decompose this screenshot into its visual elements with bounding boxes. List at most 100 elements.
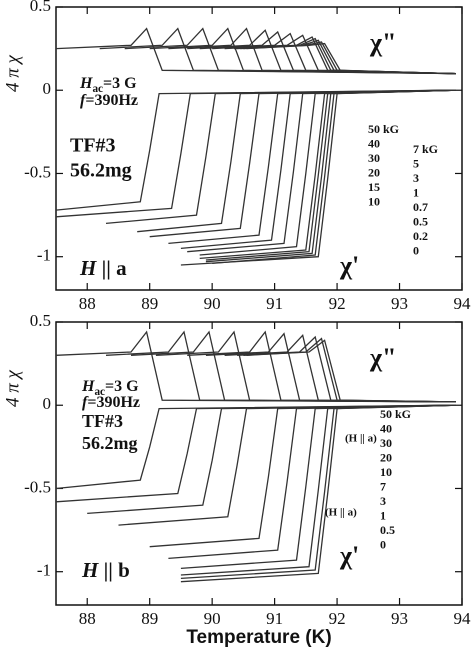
x-tick-label: 93 — [391, 294, 408, 313]
field-label: 50 kG — [380, 407, 411, 421]
annotation-part: =3 G — [103, 75, 137, 92]
susceptibility-curve — [105, 89, 456, 225]
field-label: 0.5 — [413, 214, 428, 228]
annotation-part: ac — [92, 83, 103, 95]
susceptibility-curve — [180, 89, 456, 266]
susceptibility-curve — [243, 337, 456, 403]
annotation: f=390Hz — [82, 394, 140, 411]
field-label: 15 — [368, 180, 380, 194]
annotation: f=390Hz — [80, 92, 138, 109]
field-label: 1 — [413, 185, 419, 199]
annotation-part: =390Hz — [87, 394, 140, 411]
field-label: 1 — [380, 508, 386, 522]
x-tick-label: 88 — [79, 294, 96, 313]
x-tick-label: 90 — [204, 609, 221, 628]
susceptibility-curve — [237, 335, 456, 403]
susceptibility-curve — [87, 404, 456, 515]
x-tick-label: 94 — [454, 294, 472, 313]
y-tick-label: -1 — [37, 246, 51, 265]
annotation-part: H — [81, 378, 95, 395]
note: (H || a) — [325, 507, 357, 519]
field-label: 0 — [413, 243, 419, 257]
x-tick-label: 93 — [391, 609, 408, 628]
field-label: 20 — [368, 165, 380, 179]
x-tick-label: 94 — [454, 609, 472, 628]
susceptibility-curve — [224, 34, 456, 75]
susceptibility-curve — [233, 36, 456, 75]
susceptibility-curve — [180, 404, 456, 576]
field-label: 0 — [380, 537, 386, 551]
field-label: 40 — [368, 136, 380, 150]
field-label: 0.5 — [380, 523, 395, 537]
annotation-part: f — [80, 92, 87, 109]
susceptibility-curve — [55, 89, 456, 218]
field-label: 0.7 — [413, 200, 428, 214]
y-tick-label: 0 — [43, 79, 52, 98]
y-axis-label: 4 π χ — [2, 55, 23, 93]
field-label: 40 — [380, 421, 392, 435]
y-axis-label: 4 π χ — [2, 370, 23, 408]
susceptibility-curve — [224, 333, 456, 403]
x-tick-label: 90 — [204, 294, 221, 313]
plot-frame — [55, 321, 463, 606]
field-label: 10 — [380, 465, 392, 479]
susceptibility-curve — [246, 339, 456, 403]
field-label: 30 — [368, 151, 380, 165]
susceptibility-curve — [212, 32, 456, 75]
annotation: TF#3 — [70, 135, 116, 157]
susceptibility-curve — [130, 330, 456, 403]
annotation: H || b — [81, 558, 130, 582]
field-label: 0.2 — [413, 229, 428, 243]
annotation: TF#3 — [82, 411, 123, 431]
susceptibility-curve — [180, 404, 456, 583]
y-tick-label: -1 — [37, 561, 51, 580]
annotation-part: =390Hz — [85, 92, 138, 109]
annotation: 56.2mg — [70, 160, 132, 182]
note: (H || a) — [345, 433, 377, 445]
y-tick-label: 0.5 — [30, 311, 51, 330]
field-label: 50 kG — [368, 122, 399, 136]
annotation: 56.2mg — [82, 433, 138, 453]
field-label: 5 — [413, 156, 419, 170]
annotation-part: =3 G — [105, 378, 139, 395]
susceptibility-curve — [246, 42, 456, 75]
x-tick-label: 91 — [266, 609, 283, 628]
annotation-part: H — [79, 256, 97, 280]
susceptibility-curve — [99, 27, 456, 75]
x-tick-label: 92 — [329, 609, 346, 628]
x-tick-label: 91 — [266, 294, 283, 313]
field-label: 10 — [368, 194, 380, 208]
annotation-part: || a — [96, 256, 127, 280]
y-tick-label: 0 — [43, 394, 52, 413]
susceptibility-curve — [205, 332, 456, 403]
plot-frame — [55, 6, 463, 291]
annotation-part: f — [82, 394, 89, 411]
annotation-part: H — [81, 558, 99, 582]
annotation-part: H — [79, 75, 93, 92]
annotation: χ' — [339, 251, 359, 280]
x-tick-label: 89 — [141, 609, 158, 628]
susceptibility-curve — [149, 404, 456, 548]
annotation: χ" — [369, 343, 396, 372]
annotation: χ" — [369, 28, 396, 57]
field-label: 20 — [380, 450, 392, 464]
x-tick-label: 92 — [329, 294, 346, 313]
x-axis-label: Temperature (K) — [186, 627, 331, 647]
annotation-part: ac — [94, 386, 105, 398]
y-tick-label: -0.5 — [24, 477, 51, 496]
x-tick-label: 89 — [141, 294, 158, 313]
field-label: 3 — [380, 494, 386, 508]
annotation: χ' — [339, 541, 359, 570]
y-tick-label: 0.5 — [30, 0, 51, 15]
susceptibility-curve — [168, 404, 456, 560]
field-label: 7 — [380, 479, 386, 493]
susceptibility-curve — [137, 89, 456, 233]
y-tick-label: -0.5 — [24, 162, 51, 181]
annotation: Hac=3 G — [81, 378, 139, 398]
field-label: 30 — [380, 436, 392, 450]
field-label: 7 kG — [413, 142, 438, 156]
field-label: 3 — [413, 171, 419, 185]
annotation: Hac=3 G — [79, 75, 137, 95]
